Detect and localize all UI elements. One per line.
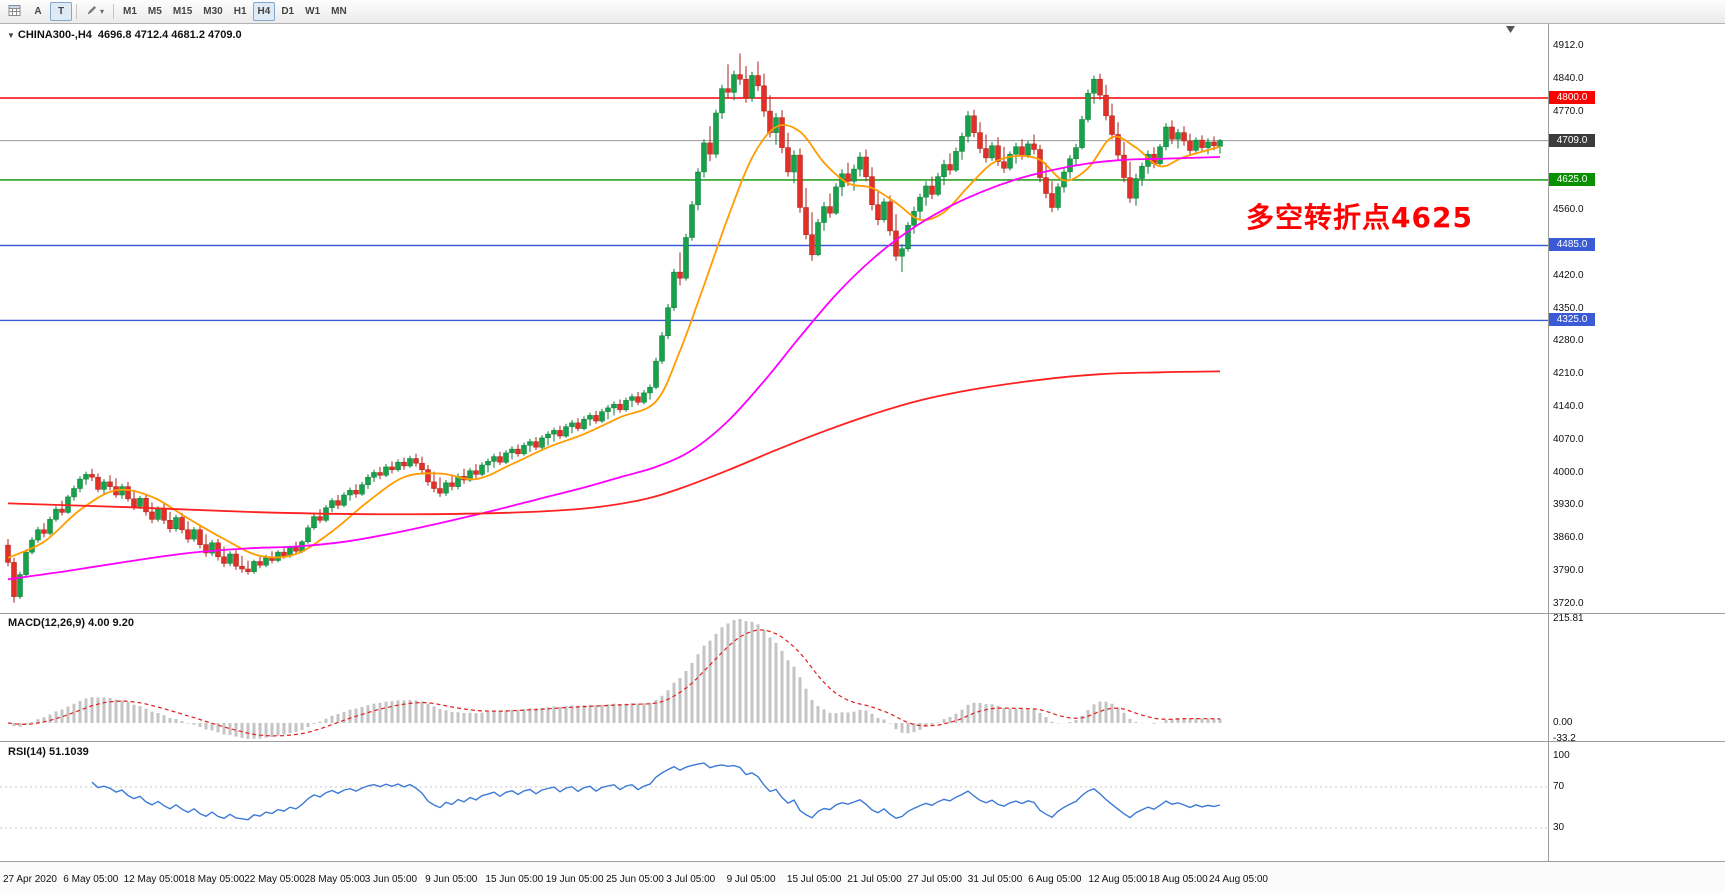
timeframe-h1-button[interactable]: H1 [229, 2, 252, 21]
toolbar: A T ▾ M1 M5 M15 M30 H1 H4 D1 W1 MN [0, 0, 1725, 24]
time-axis-label: 18 May 05:00 [183, 874, 245, 885]
horizontal-levels [0, 97, 1548, 322]
time-axis-label: 3 Jun 05:00 [364, 874, 418, 885]
price-tick-label: 3930.0 [1553, 499, 1584, 511]
panel-separator-macd[interactable] [0, 613, 1725, 614]
pencil-icon [86, 4, 98, 19]
ma-medium-magenta[interactable] [7, 156, 1221, 581]
timeframe-h4-button[interactable]: H4 [252, 2, 276, 21]
time-axis[interactable]: 27 Apr 2020 6 May 05:00 12 May 05:00 18 May… [0, 862, 1725, 893]
macd-name: MACD(12,26,9) [8, 617, 86, 629]
price-badge-4625.0: 4625.0 [1549, 172, 1595, 186]
price-tick-label: 4560.0 [1553, 204, 1584, 216]
text-tool-t-button[interactable]: T [50, 2, 72, 21]
time-axis-label: 6 May 05:00 [63, 874, 119, 885]
time-axis-label: 24 Aug 05:00 [1209, 874, 1268, 885]
toolbar-separator [76, 4, 77, 19]
ma-fast-orange[interactable] [7, 124, 1221, 559]
grid-icon [8, 4, 21, 20]
time-axis-label: 31 Jul 05:00 [967, 874, 1023, 885]
macd-scale-label: 0.00 [1553, 717, 1573, 728]
annotation-text[interactable]: 多空转折点4625 [1246, 201, 1473, 234]
price-tick-label: 4070.0 [1553, 433, 1584, 445]
panel-separator-rsi[interactable] [0, 741, 1725, 742]
macd-histogram [12, 619, 1222, 739]
price-badge-4709.0: 4709.0 [1549, 133, 1595, 147]
time-axis-label: 22 May 05:00 [244, 874, 305, 885]
price-tick-label: 4210.0 [1553, 368, 1584, 380]
time-axis-label: 27 Jul 05:00 [907, 874, 963, 885]
chart-shift-marker[interactable] [1506, 26, 1515, 33]
time-axis-label: 12 May 05:00 [123, 874, 185, 885]
price-tick-label: 4000.0 [1553, 466, 1584, 478]
time-axis-label: 15 Jul 05:00 [786, 874, 842, 885]
time-axis-label: 15 Jun 05:00 [485, 874, 544, 885]
macd-label: MACD(12,26,9) 4.00 9.20 [8, 617, 134, 629]
timeframe-d1-button[interactable]: D1 [276, 2, 299, 21]
axis-separator-vertical [1548, 24, 1549, 861]
toolbar-separator [113, 4, 115, 19]
candles-group [5, 53, 1223, 603]
time-axis-label: 28 May 05:00 [304, 874, 366, 885]
time-axis-label: 12 Aug 05:00 [1088, 874, 1148, 885]
time-axis-label: 9 Jul 05:00 [726, 874, 776, 885]
timeframe-m15-button[interactable]: M15 [168, 2, 197, 21]
price-tick-label: 4350.0 [1553, 302, 1584, 314]
chevron-down-icon: ▾ [100, 7, 105, 16]
time-axis-label: 21 Jul 05:00 [847, 874, 902, 885]
time-axis-label: 18 Aug 05:00 [1148, 874, 1208, 885]
price-badge-4800.0: 4800.0 [1549, 90, 1595, 104]
rsi-value: 51.1039 [48, 746, 89, 758]
macd-values: 4.00 9.20 [88, 617, 134, 629]
macd-scale-label: 215.81 [1553, 613, 1584, 624]
price-axis[interactable]: 4912.04840.04770.04700.04560.04420.04350… [1548, 0, 1725, 861]
timeframe-m5-button[interactable]: M5 [143, 2, 167, 21]
time-axis-label: 27 Apr 2020 [3, 874, 57, 885]
timeframe-mn-button[interactable]: MN [326, 2, 352, 21]
price-tick-label: 4912.0 [1553, 39, 1584, 51]
chart-title: ▼ CHINA300-,H4 4696.8 4712.4 4681.2 4709.0 [7, 29, 242, 41]
price-badge-4325.0: 4325.0 [1549, 313, 1595, 327]
time-axis-label: 3 Jul 05:00 [666, 874, 716, 885]
price-tick-label: 4840.0 [1553, 73, 1584, 85]
price-badge-4485.0: 4485.0 [1549, 238, 1595, 252]
price-tick-label: 4420.0 [1553, 269, 1584, 281]
price-tick-label: 3790.0 [1553, 564, 1584, 576]
macd-scale-label: -33.2 [1553, 732, 1576, 744]
price-tick-label: 3720.0 [1553, 597, 1584, 609]
price-tick-label: 3860.0 [1553, 532, 1584, 544]
font-a-button[interactable]: A [27, 2, 49, 21]
symbols-grid-button[interactable] [3, 2, 26, 21]
ohlc-values: 4696.8 4712.4 4681.2 4709.0 [97, 29, 242, 41]
rsi-scale-label: 30 [1553, 822, 1565, 834]
timeframe-m30-button[interactable]: M30 [198, 2, 227, 21]
rsi-line [91, 762, 1221, 821]
collapse-triangle-icon[interactable]: ▼ [7, 31, 15, 40]
rsi-scale-label: 100 [1553, 750, 1570, 761]
draw-tool-dropdown-button[interactable]: ▾ [81, 2, 109, 21]
time-axis-label: 19 Jun 05:00 [545, 874, 604, 885]
rsi-name: RSI(14) [8, 746, 46, 758]
time-axis-label: 9 Jun 05:00 [425, 874, 478, 885]
timeframe-w1-button[interactable]: W1 [300, 2, 325, 21]
time-axis-label: 6 Aug 05:00 [1028, 874, 1082, 885]
price-tick-label: 4280.0 [1553, 335, 1584, 347]
timeframe-m1-button[interactable]: M1 [118, 2, 142, 21]
price-tick-label: 4140.0 [1553, 400, 1584, 412]
price-tick-label: 4770.0 [1553, 106, 1584, 118]
rsi-scale-label: 70 [1553, 780, 1565, 792]
ma-slow-red[interactable] [7, 370, 1221, 516]
rsi-label: RSI(14) 51.1039 [8, 746, 89, 758]
macd-signal-line [7, 629, 1221, 737]
time-axis-label: 25 Jun 05:00 [606, 874, 664, 885]
symbol-period-label: CHINA300-,H4 [17, 29, 92, 41]
time-axis-separator [0, 861, 1725, 862]
